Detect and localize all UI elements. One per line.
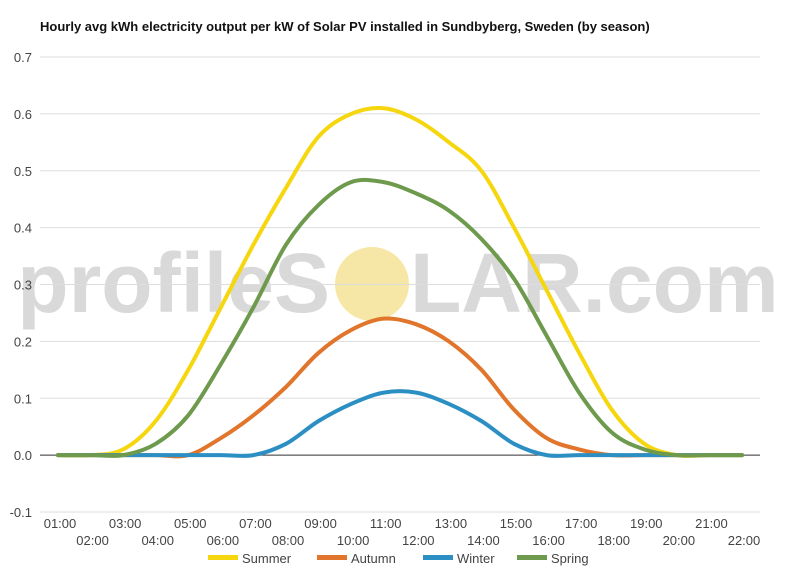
chart-title: Hourly avg kWh electricity output per kW… [40, 19, 650, 34]
x-tick-label: 19:00 [630, 516, 663, 531]
x-tick-label: 13:00 [435, 516, 468, 531]
x-tick-label: 05:00 [174, 516, 207, 531]
watermark: profileS LAR.com [17, 236, 778, 330]
gridlines [40, 56, 760, 513]
legend-label-spring: Spring [551, 551, 589, 566]
x-tick-label: 18:00 [597, 533, 630, 548]
series-line-winter [56, 389, 744, 458]
x-tick-label: 16:00 [532, 533, 565, 548]
x-tick-label: 01:00 [44, 516, 77, 531]
y-tick-label: 0.0 [14, 448, 32, 463]
y-axis-ticks: -0.1 0.0 0.1 0.2 0.3 0.4 0.5 0.6 0.7 [10, 50, 32, 520]
y-tick-label: 0.4 [14, 221, 32, 236]
legend-swatch-summer [208, 555, 238, 560]
x-tick-label: 02:00 [76, 533, 109, 548]
x-tick-label: 14:00 [467, 533, 500, 548]
legend-label-winter: Winter [457, 551, 495, 566]
y-tick-label: -0.1 [10, 505, 32, 520]
series-line-summer [56, 105, 744, 458]
y-tick-label: 0.2 [14, 334, 32, 349]
x-tick-label: 04:00 [141, 533, 174, 548]
series-lines [56, 105, 744, 459]
watermark-text-left: profileS [17, 236, 330, 330]
y-tick-label: 0.7 [14, 50, 32, 65]
y-tick-label: 0.5 [14, 164, 32, 179]
x-tick-label: 08:00 [272, 533, 305, 548]
legend-label-summer: Summer [242, 551, 292, 566]
watermark-text-right: LAR.com [410, 236, 779, 330]
x-tick-label: 06:00 [207, 533, 240, 548]
x-tick-label: 20:00 [663, 533, 696, 548]
x-tick-label: 17:00 [565, 516, 598, 531]
x-tick-label: 22:00 [728, 533, 761, 548]
y-tick-label: 0.3 [14, 278, 32, 293]
x-tick-label: 03:00 [109, 516, 142, 531]
legend-swatch-autumn [317, 555, 347, 560]
legend-swatch-spring [517, 555, 547, 560]
y-tick-label: 0.6 [14, 107, 32, 122]
x-tick-label: 15:00 [500, 516, 533, 531]
legend: Summer Autumn Winter Spring [208, 551, 589, 566]
x-tick-label: 21:00 [695, 516, 728, 531]
series-line-spring [56, 177, 744, 458]
legend-label-autumn: Autumn [351, 551, 396, 566]
x-tick-label: 12:00 [402, 533, 435, 548]
x-tick-label: 10:00 [337, 533, 370, 548]
y-tick-label: 0.1 [14, 391, 32, 406]
x-tick-label: 11:00 [370, 516, 402, 531]
x-tick-label: 09:00 [304, 516, 337, 531]
x-tick-label: 07:00 [239, 516, 272, 531]
legend-swatch-winter [423, 555, 453, 560]
series-line-autumn [56, 316, 744, 459]
